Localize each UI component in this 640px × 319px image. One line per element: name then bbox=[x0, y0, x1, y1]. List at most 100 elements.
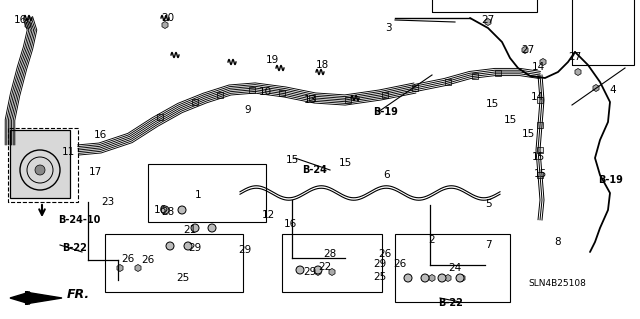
Text: FR.: FR. bbox=[67, 288, 90, 301]
Text: 15: 15 bbox=[485, 99, 499, 109]
Bar bbox=[249, 87, 255, 93]
Text: 13: 13 bbox=[303, 95, 317, 105]
Text: 26: 26 bbox=[378, 249, 392, 259]
Text: 15: 15 bbox=[339, 158, 351, 168]
Polygon shape bbox=[117, 264, 123, 271]
Text: 15: 15 bbox=[533, 169, 547, 179]
Text: 11: 11 bbox=[61, 147, 75, 157]
Polygon shape bbox=[429, 275, 435, 281]
Bar bbox=[309, 95, 315, 101]
Bar bbox=[192, 99, 198, 105]
Text: 12: 12 bbox=[261, 210, 275, 220]
Circle shape bbox=[178, 206, 186, 214]
Polygon shape bbox=[485, 19, 491, 26]
Bar bbox=[105, 234, 243, 292]
Text: 15: 15 bbox=[531, 152, 545, 162]
Bar bbox=[445, 79, 451, 85]
Text: 4: 4 bbox=[610, 85, 616, 95]
Text: 29: 29 bbox=[373, 259, 387, 269]
Bar bbox=[537, 147, 543, 153]
Text: 27: 27 bbox=[481, 15, 495, 25]
Text: 23: 23 bbox=[101, 197, 115, 207]
Polygon shape bbox=[135, 264, 141, 271]
Polygon shape bbox=[540, 58, 546, 65]
Text: 15: 15 bbox=[504, 115, 516, 125]
Text: 16: 16 bbox=[284, 219, 296, 229]
Text: B-22: B-22 bbox=[62, 243, 87, 253]
Text: B-19: B-19 bbox=[598, 175, 623, 185]
Text: 6: 6 bbox=[384, 170, 390, 180]
Text: 15: 15 bbox=[522, 129, 534, 139]
Text: 14: 14 bbox=[531, 62, 545, 72]
Text: 19: 19 bbox=[266, 55, 278, 65]
Circle shape bbox=[35, 165, 45, 175]
Polygon shape bbox=[575, 69, 581, 76]
Text: SLN4B25108: SLN4B25108 bbox=[528, 278, 586, 287]
Circle shape bbox=[166, 242, 174, 250]
Bar bbox=[432, 0, 537, 12]
Text: 25: 25 bbox=[177, 273, 189, 283]
Text: 26: 26 bbox=[394, 259, 406, 269]
Polygon shape bbox=[329, 269, 335, 276]
Text: 18: 18 bbox=[316, 60, 328, 70]
Text: 25: 25 bbox=[373, 272, 387, 282]
Polygon shape bbox=[25, 21, 31, 28]
Bar bbox=[382, 92, 388, 98]
Bar bbox=[495, 70, 501, 76]
Text: 24: 24 bbox=[449, 263, 461, 273]
Text: 9: 9 bbox=[244, 105, 252, 115]
Text: 28: 28 bbox=[323, 249, 337, 259]
Text: 17: 17 bbox=[88, 167, 102, 177]
Text: 27: 27 bbox=[522, 45, 534, 55]
Polygon shape bbox=[315, 269, 321, 276]
Circle shape bbox=[208, 224, 216, 232]
Text: 21: 21 bbox=[184, 225, 196, 235]
Text: 26: 26 bbox=[122, 254, 134, 264]
Text: 7: 7 bbox=[484, 240, 492, 250]
Circle shape bbox=[438, 274, 446, 282]
Text: 3: 3 bbox=[385, 23, 391, 33]
Text: B-19: B-19 bbox=[373, 107, 398, 117]
Bar bbox=[10, 130, 70, 198]
Bar bbox=[537, 172, 543, 178]
Bar bbox=[472, 73, 478, 79]
Bar bbox=[217, 92, 223, 98]
Text: B-24: B-24 bbox=[302, 165, 327, 175]
Text: 29: 29 bbox=[238, 245, 252, 255]
Text: 28: 28 bbox=[161, 207, 175, 217]
Polygon shape bbox=[10, 292, 62, 304]
Polygon shape bbox=[445, 275, 451, 281]
Bar bbox=[345, 97, 351, 103]
Text: 2: 2 bbox=[429, 235, 435, 245]
Text: 10: 10 bbox=[259, 87, 271, 97]
Circle shape bbox=[296, 266, 304, 274]
Circle shape bbox=[314, 266, 322, 274]
Circle shape bbox=[191, 224, 199, 232]
Bar bbox=[572, 0, 634, 65]
Text: 29: 29 bbox=[188, 243, 202, 253]
Bar bbox=[537, 97, 543, 103]
Text: 16: 16 bbox=[154, 205, 166, 215]
Text: B-24-10: B-24-10 bbox=[58, 215, 100, 225]
Bar bbox=[395, 234, 510, 302]
Text: 16: 16 bbox=[13, 15, 27, 25]
Bar bbox=[412, 85, 418, 91]
Polygon shape bbox=[522, 47, 528, 54]
Circle shape bbox=[404, 274, 412, 282]
Circle shape bbox=[184, 242, 192, 250]
Text: 5: 5 bbox=[484, 199, 492, 209]
Text: 29: 29 bbox=[303, 267, 317, 277]
Text: 14: 14 bbox=[531, 92, 543, 102]
Text: 27: 27 bbox=[568, 52, 582, 62]
Circle shape bbox=[161, 206, 169, 214]
Text: 20: 20 bbox=[161, 13, 175, 23]
Text: 26: 26 bbox=[141, 255, 155, 265]
Text: 8: 8 bbox=[555, 237, 561, 247]
Polygon shape bbox=[459, 275, 465, 281]
Bar bbox=[279, 90, 285, 96]
Text: 1: 1 bbox=[195, 190, 202, 200]
Circle shape bbox=[456, 274, 464, 282]
Polygon shape bbox=[593, 85, 599, 92]
Bar bbox=[537, 122, 543, 128]
Polygon shape bbox=[162, 21, 168, 28]
